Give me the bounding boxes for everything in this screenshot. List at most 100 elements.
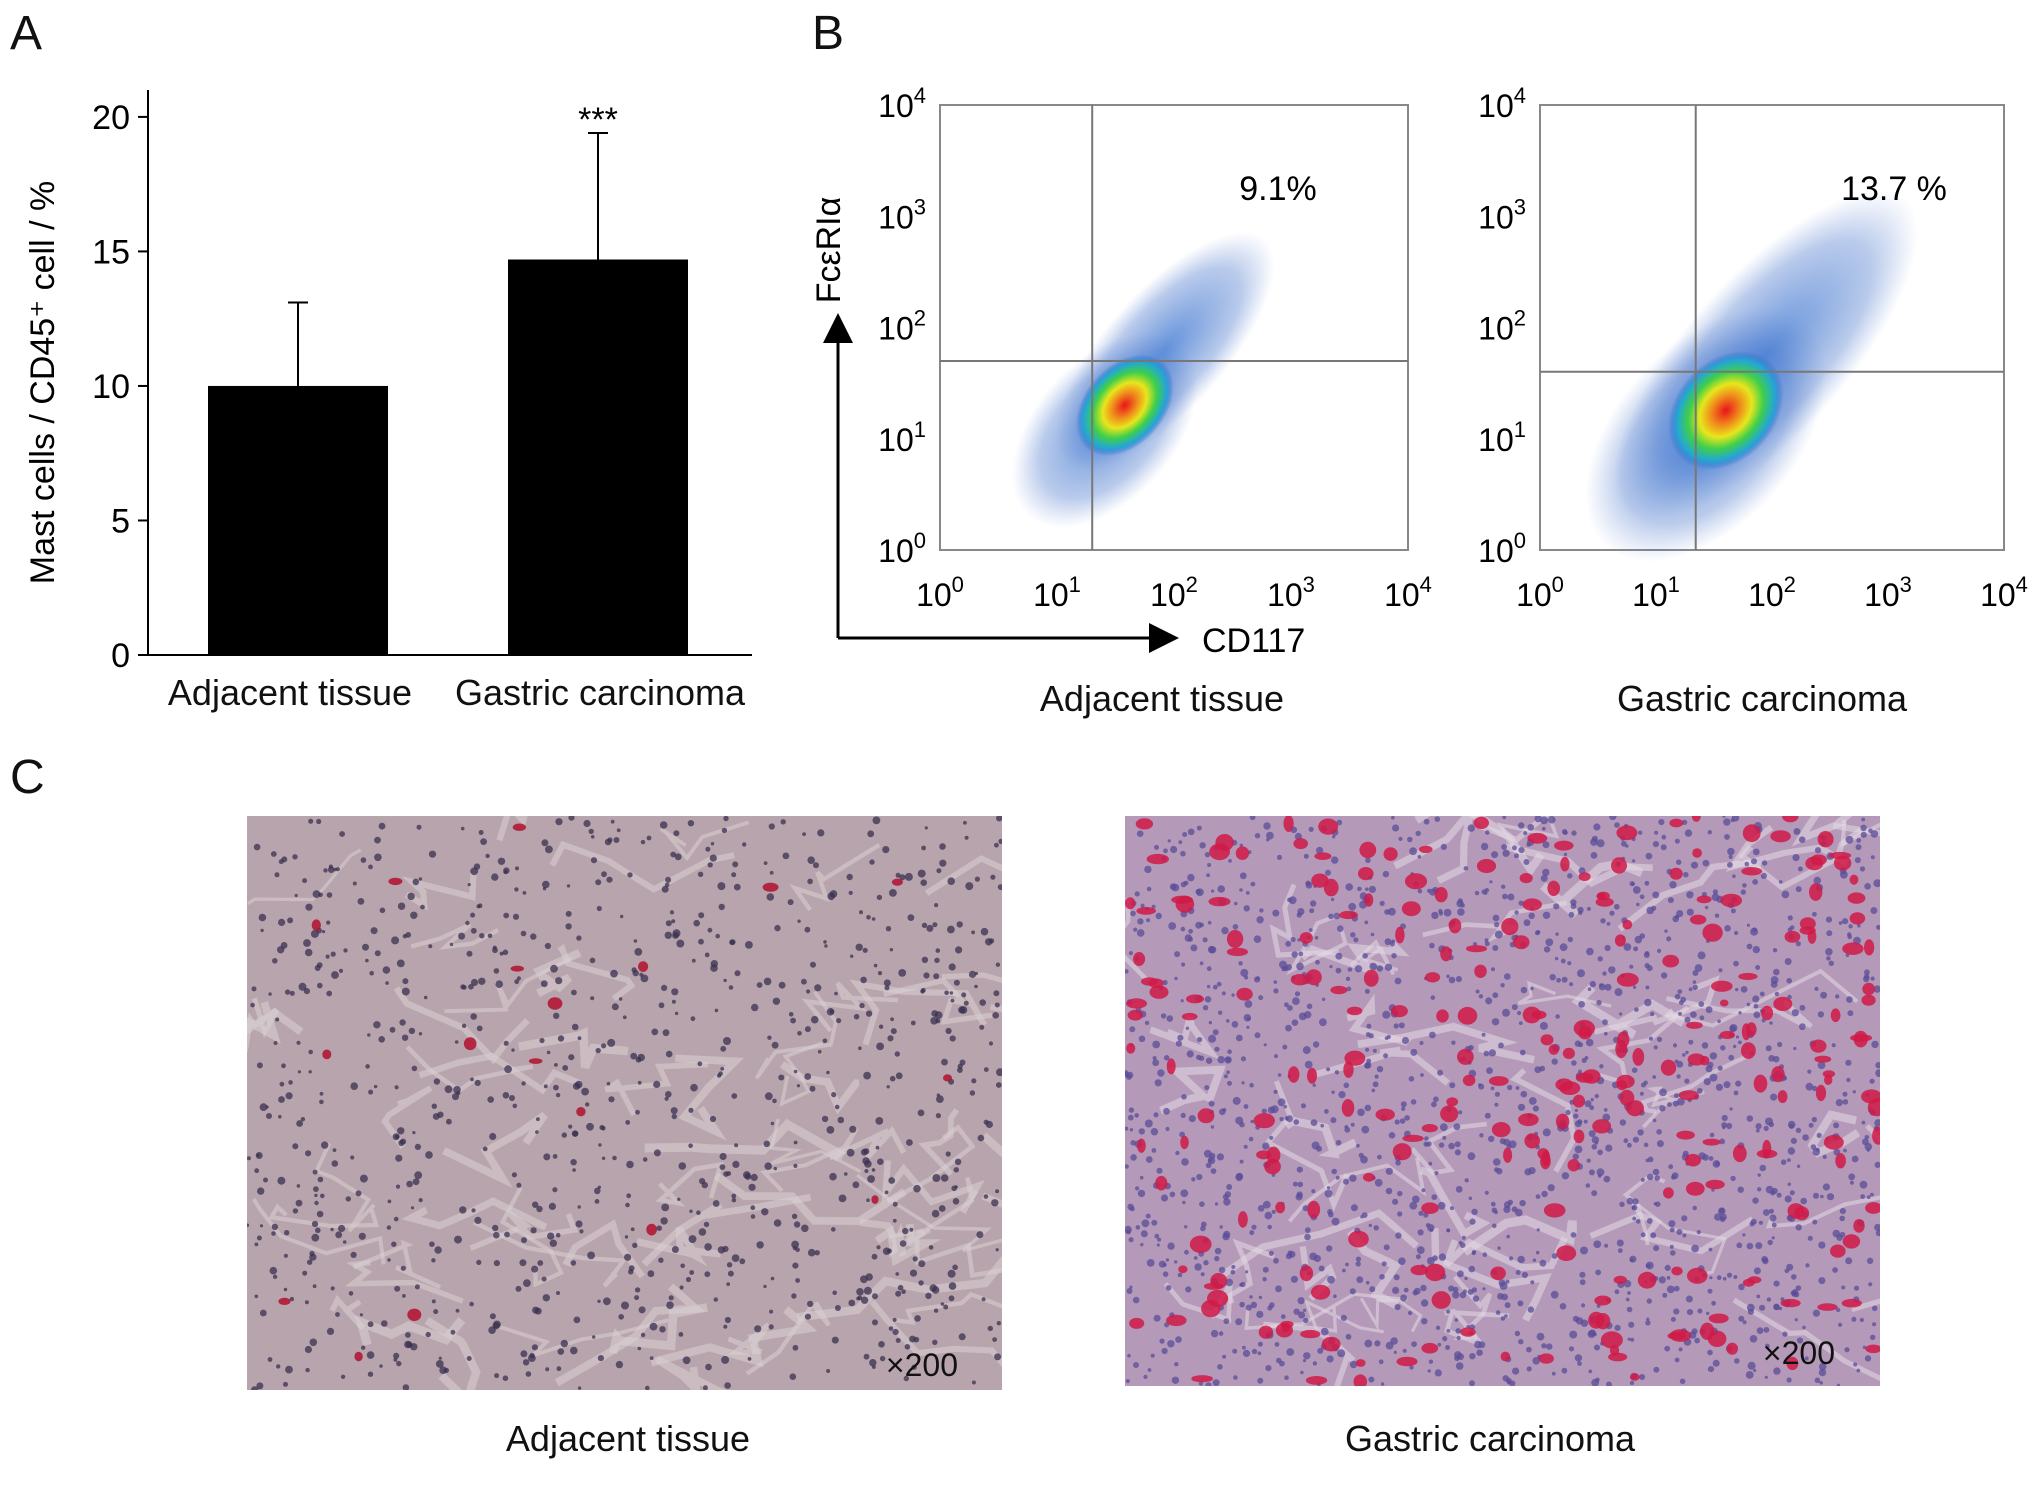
- nucleus: [796, 1084, 801, 1088]
- nucleus: [941, 1058, 948, 1066]
- mast-cell: [1865, 1344, 1880, 1354]
- nucleus: [917, 869, 926, 878]
- nucleus: [1503, 1138, 1511, 1146]
- nucleus: [632, 969, 639, 977]
- nucleus: [873, 963, 878, 968]
- nucleus: [588, 828, 594, 835]
- nucleus: [1672, 1043, 1678, 1048]
- mast-cell: [1841, 1298, 1862, 1308]
- nucleus: [350, 1251, 357, 1258]
- nucleus: [958, 1333, 966, 1341]
- nucleus: [1584, 1100, 1592, 1108]
- nucleus: [1676, 1074, 1681, 1079]
- nucleus: [685, 1276, 692, 1283]
- nucleus: [1600, 918, 1606, 924]
- nucleus: [1845, 953, 1850, 958]
- nucleus: [756, 982, 763, 988]
- nucleus: [1744, 861, 1750, 867]
- nucleus: [1870, 830, 1879, 838]
- nucleus: [1753, 1267, 1761, 1275]
- mast-cell: [1809, 883, 1823, 901]
- nucleus: [1512, 845, 1517, 851]
- nucleus: [1394, 1304, 1401, 1311]
- nucleus: [950, 998, 955, 1003]
- nucleus: [365, 1064, 370, 1069]
- mast-cell: [407, 1308, 422, 1321]
- nucleus: [493, 968, 500, 974]
- nucleus: [770, 1276, 775, 1281]
- nucleus: [1235, 1034, 1243, 1042]
- nucleus: [1401, 1106, 1406, 1111]
- nucleus: [1232, 924, 1239, 930]
- nucleus: [1580, 1246, 1588, 1255]
- nucleus: [1646, 1317, 1650, 1321]
- mast-cell: [1660, 1059, 1677, 1076]
- nucleus: [1231, 1265, 1236, 1269]
- nucleus: [1701, 1042, 1709, 1049]
- nucleus: [1208, 1020, 1213, 1025]
- nucleus: [664, 931, 672, 939]
- nucleus: [603, 1297, 611, 1306]
- nucleus: [895, 1338, 901, 1343]
- nucleus: [1409, 847, 1417, 856]
- mast-cell: [1133, 952, 1146, 966]
- nucleus: [360, 857, 367, 863]
- nucleus: [1733, 960, 1739, 967]
- nucleus: [554, 1063, 558, 1067]
- nucleus: [434, 1246, 442, 1254]
- nucleus: [571, 1023, 579, 1031]
- nucleus: [948, 1282, 957, 1290]
- nucleus: [1656, 1036, 1663, 1042]
- mast-cell: [1425, 972, 1441, 983]
- nucleus: [997, 884, 1002, 890]
- nucleus: [394, 1134, 400, 1140]
- nucleus: [319, 1091, 324, 1096]
- mast-cell: [1448, 918, 1462, 934]
- nucleus: [1591, 1190, 1598, 1197]
- mast-cell: [1321, 1336, 1341, 1352]
- nucleus: [1567, 936, 1573, 943]
- nucleus: [721, 827, 728, 834]
- tissue-streak: [1269, 883, 1340, 958]
- nucleus: [439, 1366, 447, 1374]
- mast-cell: [1362, 1172, 1375, 1182]
- nucleus: [1243, 905, 1250, 912]
- nucleus: [1603, 1031, 1608, 1036]
- nucleus: [1431, 1101, 1437, 1108]
- nucleus: [1632, 1136, 1639, 1143]
- nucleus: [1198, 1381, 1204, 1386]
- nucleus: [387, 1199, 392, 1204]
- nucleus: [512, 1103, 518, 1109]
- nucleus: [1313, 1254, 1321, 1263]
- mast-cell: [1637, 1271, 1657, 1289]
- nucleus: [772, 997, 781, 1005]
- nucleus: [1731, 816, 1740, 822]
- nucleus: [1434, 816, 1441, 822]
- nucleus: [1171, 1376, 1180, 1384]
- nucleus: [1795, 1285, 1802, 1291]
- nucleus: [1755, 1123, 1762, 1130]
- nucleus: [1364, 1061, 1372, 1069]
- nucleus: [1787, 1120, 1796, 1129]
- nucleus: [1130, 1140, 1136, 1146]
- tissue-streak: [473, 1220, 628, 1288]
- nucleus: [1350, 1204, 1358, 1212]
- nucleus: [1632, 985, 1637, 989]
- nucleus: [555, 1092, 561, 1098]
- nucleus: [981, 1297, 986, 1302]
- mast-cell: [1424, 1263, 1446, 1282]
- nucleus: [1653, 1366, 1660, 1373]
- nucleus: [1393, 1350, 1397, 1354]
- nucleus: [996, 1321, 1001, 1326]
- nucleus: [768, 823, 775, 830]
- nucleus: [1395, 1232, 1402, 1239]
- nucleus: [897, 1284, 904, 1291]
- mast-cell: [1343, 1061, 1354, 1078]
- nucleus: [1590, 1098, 1594, 1102]
- nucleus: [855, 943, 863, 951]
- nucleus: [304, 1345, 312, 1354]
- nucleus: [665, 876, 672, 883]
- nucleus: [1335, 1139, 1342, 1146]
- nucleus: [1670, 1316, 1676, 1322]
- nucleus: [731, 1093, 738, 1099]
